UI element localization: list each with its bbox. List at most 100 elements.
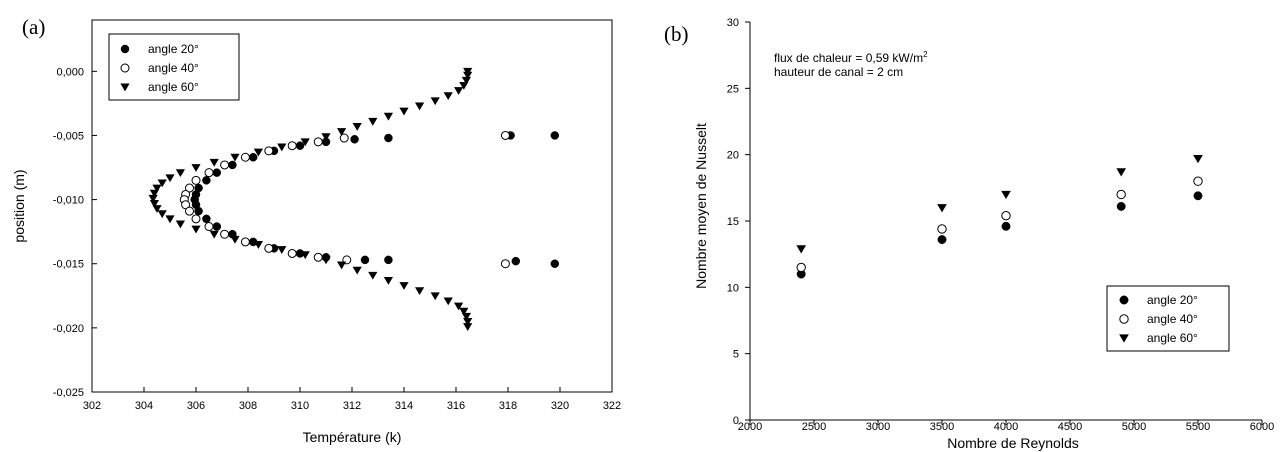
panel-a-y-axis-label: position (m) bbox=[11, 169, 27, 242]
y-tick-label: -0,005 bbox=[53, 130, 84, 142]
data-point bbox=[313, 252, 323, 262]
data-point bbox=[463, 317, 473, 326]
series-angle-60 bbox=[148, 67, 473, 331]
data-point bbox=[191, 214, 201, 224]
data-point bbox=[264, 243, 274, 253]
panel-a-legend: angle 20° angle 40° angle 60° bbox=[108, 33, 240, 101]
data-point bbox=[175, 169, 185, 178]
y-tick-label: -0,015 bbox=[53, 259, 84, 271]
data-point bbox=[240, 237, 250, 247]
data-point bbox=[185, 206, 194, 216]
data-point bbox=[383, 112, 393, 121]
x-tick-label: 318 bbox=[499, 400, 517, 412]
data-point bbox=[194, 206, 203, 216]
panel-b-legend-label-40: angle 40° bbox=[1147, 312, 1198, 326]
y-tick-label: -0,010 bbox=[53, 195, 84, 207]
data-point bbox=[157, 210, 167, 219]
heat-flux-superscript: 2 bbox=[923, 50, 928, 59]
data-point bbox=[337, 261, 347, 270]
panel-a-x-ticks: 302 304 306 308 310 312 314 316 318 320 322 bbox=[83, 387, 621, 412]
data-point bbox=[796, 245, 807, 254]
y-tick-label: 15 bbox=[727, 216, 739, 228]
channel-height-annotation: hauteur de canal = 2 cm bbox=[774, 65, 903, 79]
data-point bbox=[500, 259, 510, 269]
series-angle-20 bbox=[190, 131, 560, 268]
x-tick-label: 314 bbox=[395, 400, 413, 412]
data-point bbox=[277, 143, 287, 152]
x-tick-label: 2000 bbox=[738, 421, 762, 433]
y-tick-label: 0,000 bbox=[56, 66, 84, 78]
legend-marker-60 bbox=[1119, 334, 1129, 343]
data-point bbox=[1193, 155, 1203, 164]
data-point bbox=[191, 225, 201, 234]
data-point bbox=[937, 235, 947, 245]
panel-b-x-axis-label: Nombre de Reynolds bbox=[947, 435, 1079, 451]
series-angle-40 bbox=[179, 130, 510, 269]
x-tick-label: 302 bbox=[83, 400, 101, 412]
data-point bbox=[368, 117, 378, 126]
data-point bbox=[220, 160, 230, 170]
data-point bbox=[295, 141, 305, 150]
x-tick-label: 3000 bbox=[866, 421, 890, 433]
data-point bbox=[300, 251, 310, 260]
data-point bbox=[212, 168, 222, 177]
x-tick-label: 310 bbox=[291, 400, 309, 412]
series-angle-20 bbox=[796, 191, 1203, 279]
data-point bbox=[313, 137, 323, 147]
data-point bbox=[191, 164, 201, 172]
data-point bbox=[202, 214, 211, 224]
x-tick-label: 312 bbox=[343, 400, 361, 412]
panel-a-legend-label-40: angle 40° bbox=[148, 61, 199, 75]
data-point bbox=[463, 323, 473, 331]
data-point bbox=[1001, 210, 1011, 221]
panel-b-label: (b) bbox=[664, 22, 689, 46]
data-point bbox=[1001, 190, 1011, 200]
x-tick-label: 4000 bbox=[994, 421, 1018, 433]
data-point bbox=[228, 160, 237, 170]
data-point bbox=[175, 220, 185, 229]
data-point bbox=[339, 133, 349, 143]
data-point bbox=[185, 183, 194, 193]
data-point bbox=[500, 130, 510, 140]
data-point bbox=[230, 235, 240, 244]
x-tick-label: 316 bbox=[447, 400, 465, 412]
panel-a-legend-label-20: angle 20° bbox=[148, 42, 199, 56]
data-point bbox=[149, 199, 159, 208]
y-tick-label: -0,020 bbox=[53, 323, 84, 335]
legend-marker-20 bbox=[1119, 295, 1129, 305]
data-point bbox=[796, 262, 806, 273]
data-point bbox=[157, 179, 167, 188]
panel-b-x-ticks: 2000 2500 3000 3500 4000 4500 5000 5500 6000 bbox=[738, 420, 1274, 433]
legend-marker-20 bbox=[120, 44, 130, 54]
data-point bbox=[352, 266, 362, 275]
data-point bbox=[459, 307, 469, 316]
data-point bbox=[443, 92, 453, 101]
data-point bbox=[1001, 221, 1011, 231]
data-point bbox=[248, 153, 258, 162]
y-tick-label: 10 bbox=[727, 282, 739, 294]
panel-a-x-axis-label: Température (k) bbox=[303, 429, 402, 445]
y-tick-label: 30 bbox=[727, 17, 739, 29]
legend-marker-60 bbox=[120, 83, 130, 92]
panel-a-legend-markers bbox=[120, 44, 130, 92]
data-point bbox=[204, 222, 214, 232]
data-point bbox=[264, 146, 274, 156]
data-point bbox=[384, 255, 393, 265]
data-point bbox=[212, 222, 222, 231]
panel-b-legend-label-20: angle 20° bbox=[1147, 293, 1198, 307]
data-point bbox=[253, 148, 263, 157]
panel-b-data-points bbox=[796, 155, 1203, 279]
data-point bbox=[165, 215, 175, 224]
data-point bbox=[277, 246, 287, 254]
data-point bbox=[240, 152, 250, 162]
data-point bbox=[937, 224, 947, 234]
data-point bbox=[550, 259, 560, 268]
y-tick-label: 0 bbox=[733, 415, 739, 427]
data-point bbox=[287, 141, 297, 151]
panel-b-legend-label-60: angle 60° bbox=[1147, 331, 1198, 345]
data-point bbox=[550, 131, 560, 140]
data-point bbox=[209, 158, 219, 167]
x-tick-label: 308 bbox=[239, 400, 257, 412]
series-angle-60 bbox=[796, 155, 1203, 254]
panel-b-legend: angle 20° angle 40° angle 60° bbox=[1106, 285, 1230, 352]
